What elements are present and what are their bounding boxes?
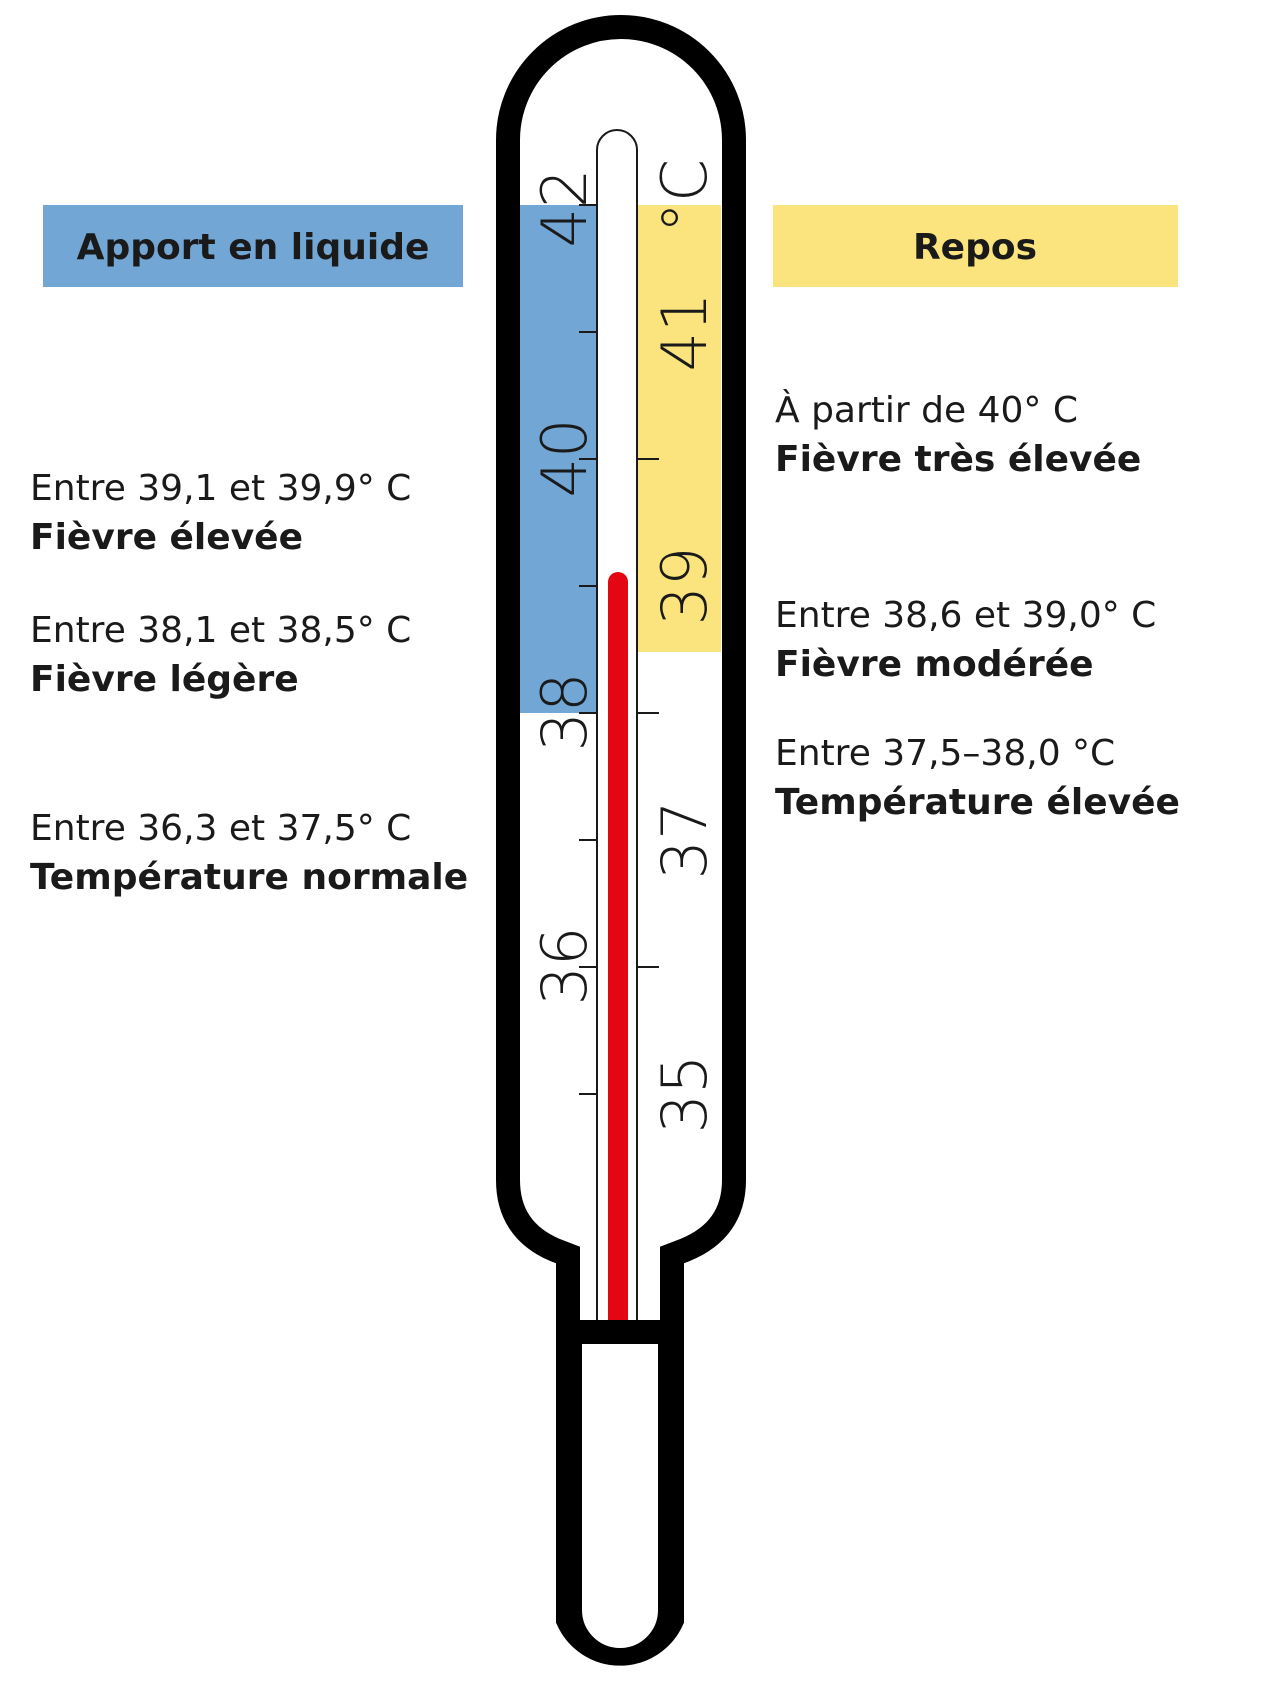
- range-label: Température élevée: [775, 782, 1180, 823]
- range-text: Entre 36,3 et 37,5° C: [30, 808, 411, 849]
- action-label: Repos: [913, 227, 1037, 268]
- range-text: Entre 38,1 et 38,5° C: [30, 610, 411, 651]
- range-text: Entre 39,1 et 39,9° C: [30, 468, 411, 509]
- scale-label: 37: [648, 801, 721, 880]
- range-label: Fièvre modérée: [775, 644, 1094, 685]
- action-box: [43, 205, 463, 287]
- collar: [568, 1320, 672, 1344]
- scale-label: 42: [528, 169, 601, 248]
- range-label: Fièvre élevée: [30, 517, 303, 558]
- scale-label: 38: [528, 673, 601, 752]
- bulb: [578, 1344, 662, 1652]
- scale-label: 40: [528, 419, 601, 498]
- range-text: Entre 37,5–38,0 °C: [775, 733, 1115, 774]
- range-label: Température normale: [30, 857, 468, 898]
- ticks: [579, 204, 659, 1095]
- range-label: Fièvre légère: [30, 659, 299, 700]
- range-text: À partir de 40° C: [775, 389, 1078, 431]
- range-label: Fièvre très élevée: [775, 439, 1141, 480]
- scale-label: 35: [648, 1055, 721, 1134]
- action-box: [773, 205, 1178, 287]
- scale-label: 39: [648, 547, 721, 626]
- action-label: Apport en liquide: [77, 227, 430, 268]
- scale-label: 36: [528, 927, 601, 1006]
- range-text: Entre 38,6 et 39,0° C: [775, 595, 1156, 636]
- scale-label: °C: [648, 159, 721, 233]
- scale-label: 41: [648, 293, 721, 372]
- yellow-band: [637, 205, 721, 652]
